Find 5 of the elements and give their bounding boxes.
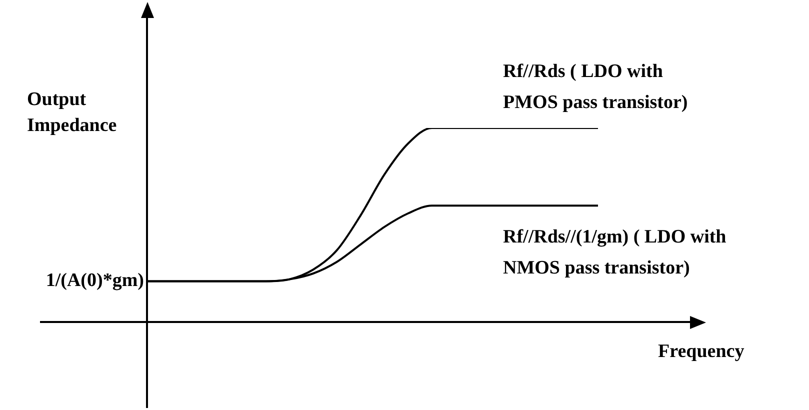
annotation: 1/(A(0)*gm) [46,270,144,292]
series-label: Rf//Rds ( LDO with PMOS pass transistor) [503,60,688,113]
series-label: Rf//Rds//(1/gm) ( LDO with NMOS pass transistor) [503,226,727,279]
x-axis-title: Frequency [658,340,745,362]
y-axis-title: Output Impedance [27,88,117,136]
